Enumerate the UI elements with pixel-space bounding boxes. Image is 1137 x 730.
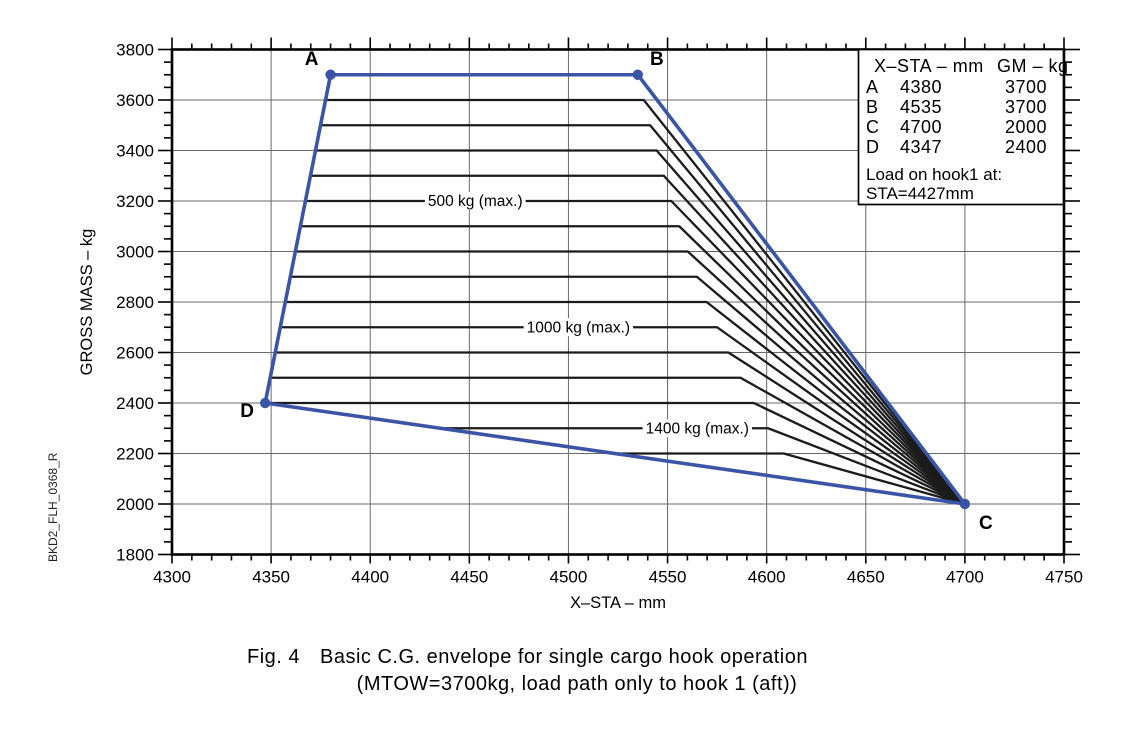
- vertex-labels-layer: A BCD: [240, 49, 993, 534]
- load-lines-layer: [265, 98, 966, 506]
- x-tick-label: 4450: [450, 568, 488, 587]
- x-tick-label: 4550: [649, 568, 687, 587]
- legend-box: X–STA – mm GM – kg A 4380 3700 B 4535 37…: [857, 48, 1069, 206]
- load-line: [290, 275, 966, 505]
- legend-note-line2: STA=4427mm: [866, 184, 974, 203]
- y-tick-label: 1800: [116, 546, 154, 565]
- vertex-label-C: C: [979, 513, 993, 534]
- legend-row-sta: 4700: [900, 117, 942, 137]
- load-line: [265, 401, 966, 506]
- y-tick-label: 3400: [116, 142, 154, 161]
- x-tick-label: 4350: [252, 568, 290, 587]
- x-tick-label: 4750: [1045, 568, 1083, 587]
- load-line: [440, 427, 966, 506]
- envelope-vertex-dot: [259, 397, 271, 409]
- load-line: [285, 300, 966, 505]
- load-line: [325, 98, 966, 505]
- y-tick-label: 2600: [116, 344, 154, 363]
- load-line: [320, 124, 966, 505]
- y-axis-title: GROSS MASS – kg: [78, 229, 96, 376]
- tick-labels-layer: 4300 4350 4400 4450 4500 4550 4600 4650 4700 4750…: [116, 41, 1083, 587]
- legend-row-gm: 3700: [1005, 77, 1047, 97]
- figure-number: Fig. 4: [247, 646, 300, 668]
- legend-row-gm: 3700: [1005, 97, 1047, 117]
- vertex-label-D: D: [240, 401, 254, 422]
- load-line: [300, 225, 966, 505]
- legend-row-sta: 4535: [900, 97, 942, 117]
- x-tick-label: 4400: [351, 568, 389, 587]
- load-label-bg: [642, 419, 752, 438]
- vertex-label-A: A: [305, 49, 319, 70]
- load-line: [295, 250, 966, 505]
- y-tick-label: 3800: [116, 41, 154, 60]
- y-tick-label: 3000: [116, 243, 154, 262]
- figure-caption-line1: Basic C.G. envelope for single cargo hoo…: [320, 646, 808, 668]
- y-tick-label: 2400: [116, 394, 154, 413]
- load-label-bg: [523, 318, 634, 337]
- load-label: 500 kg (max.): [428, 193, 523, 210]
- envelope-vertex-dot: [959, 498, 971, 510]
- load-line: [315, 149, 966, 505]
- figure-caption-line2: (MTOW=3700kg, load path only to hook 1 (…: [357, 673, 798, 695]
- legend-row-id: D: [866, 137, 880, 157]
- x-tick-label: 4700: [946, 568, 984, 587]
- load-line: [280, 326, 966, 505]
- y-tick-label: 2200: [116, 445, 154, 464]
- legend-row-id: A: [866, 77, 879, 97]
- y-tick-label: 2800: [116, 293, 154, 312]
- legend-row-gm: 2400: [1005, 137, 1047, 157]
- legend-note-line1: Load on hook1 at:: [866, 165, 1002, 184]
- load-line: [275, 351, 966, 505]
- x-tick-label: 4500: [550, 568, 588, 587]
- legend-row-id: B: [866, 97, 879, 117]
- x-tick-label: 4600: [748, 568, 786, 587]
- document-code: BKD2_FLH_0368_R: [46, 452, 60, 562]
- envelope-layer: [259, 69, 971, 510]
- load-line: [270, 376, 966, 506]
- legend-row-id: C: [866, 117, 880, 137]
- load-label: 1400 kg (max.): [646, 420, 749, 437]
- vertex-label-B: B: [650, 49, 664, 70]
- load-label-bg: [424, 192, 526, 210]
- y-tick-label: 2000: [116, 495, 154, 514]
- y-tick-label: 3200: [116, 192, 154, 211]
- legend-header-xsta: X–STA – mm: [874, 56, 984, 76]
- load-line-labels-layer: 500 kg (max.) 1000 kg (max.) 1400 kg (max.…: [424, 192, 752, 438]
- x-tick-label: 4300: [153, 568, 191, 587]
- envelope-vertex-dot: [632, 69, 644, 80]
- legend-header-gm: GM – kg: [997, 56, 1069, 76]
- legend-frame: [857, 48, 1065, 206]
- y-tick-label: 3600: [116, 91, 154, 110]
- envelope-vertex-dot: [325, 69, 336, 80]
- load-line: [615, 452, 966, 506]
- legend-row-gm: 2000: [1005, 117, 1047, 137]
- x-axis-title: X–STA – mm: [570, 594, 666, 612]
- x-tick-label: 4650: [847, 568, 885, 587]
- load-line: [310, 174, 966, 505]
- legend-row-sta: 4380: [900, 77, 942, 97]
- ticks-layer: [158, 37, 1080, 564]
- load-label: 1000 kg (max.): [527, 319, 630, 336]
- legend-row-sta: 4347: [900, 137, 942, 157]
